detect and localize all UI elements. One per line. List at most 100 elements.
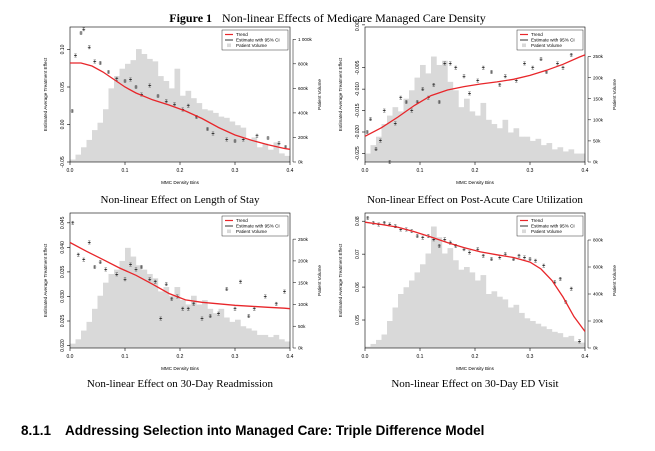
volume-bar xyxy=(464,98,470,162)
x-tick-label: 0.0 xyxy=(67,354,74,360)
estimate-point xyxy=(225,287,229,291)
y2-tick-label: 50k xyxy=(298,324,306,329)
estimate-point xyxy=(255,133,259,138)
x-axis: 0.0 0.1 0.2 0.3 0.4 MMC Density Bins xyxy=(67,162,294,185)
legend-box xyxy=(516,215,584,237)
volume-bar xyxy=(130,60,137,162)
volume-bar xyxy=(579,153,586,162)
volume-bar xyxy=(284,155,291,162)
estimate-point xyxy=(98,260,102,264)
y-tick-label: 0.030 xyxy=(60,290,66,303)
y-axis-label: Estimated Average Treatment Effect xyxy=(338,243,343,317)
estimate-point xyxy=(462,74,466,79)
estimate-point xyxy=(393,121,397,126)
volume-bar xyxy=(497,128,503,162)
x-tick-label: 0.2 xyxy=(177,354,184,360)
estimate-point xyxy=(134,267,138,272)
estimate-point xyxy=(164,99,168,104)
volume-bar xyxy=(370,145,377,162)
y2-tick-label: 0k xyxy=(593,346,599,351)
volume-bar xyxy=(414,77,421,162)
estimate-point xyxy=(186,306,190,311)
volume-bar xyxy=(191,295,197,348)
x-tick-label: 0.4 xyxy=(582,354,589,360)
estimate-point xyxy=(115,76,119,81)
volume-bar xyxy=(392,107,399,162)
x-tick-label: 0.3 xyxy=(527,354,534,360)
y-tick-label: 0.10 xyxy=(60,44,66,54)
volume-bar xyxy=(240,326,247,348)
estimate-point xyxy=(490,70,493,74)
volume-bar xyxy=(524,136,531,162)
estimate-point xyxy=(164,282,168,287)
y-axis-right: 0k 200k 400k 600k 800k 1 000k Patient Volume xyxy=(292,37,322,165)
legend-volume-swatch xyxy=(522,43,526,48)
volume-bar xyxy=(376,136,382,162)
volume-bar xyxy=(568,335,575,348)
y2-tick-label: 250k xyxy=(298,237,309,242)
volume-bar xyxy=(174,68,181,162)
legend-volume-label: Patient Volume xyxy=(236,229,267,234)
y-tick-label: 0.05 xyxy=(60,82,66,92)
y2-tick-label: 50k xyxy=(593,139,601,144)
y-axis-label: Estimated Average Treatment Effect xyxy=(43,243,48,317)
y-tick-label: 0.00 xyxy=(60,119,66,129)
y2-tick-label: 600k xyxy=(593,265,604,270)
estimate-point xyxy=(217,311,220,316)
estimate-point xyxy=(498,255,502,260)
legend-ci-label: Estimate with 95% CI xyxy=(236,224,280,229)
estimate-point xyxy=(76,252,80,257)
x-tick-label: 0.0 xyxy=(362,354,369,360)
estimate-point xyxy=(379,138,382,143)
volume-bar xyxy=(519,136,525,162)
estimate-points xyxy=(71,220,286,321)
estimate-point xyxy=(421,235,425,240)
volume-bar xyxy=(546,329,553,348)
volume-bar xyxy=(218,116,225,162)
x-tick-label: 0.4 xyxy=(287,168,294,174)
chart-panel-length-of-stay: -0.05 0.00 0.05 0.10 Estimated Average Treat… xyxy=(40,22,322,212)
volume-bar xyxy=(141,269,148,348)
estimate-point xyxy=(200,316,204,321)
volume-bar xyxy=(535,138,542,162)
volume-bar xyxy=(425,253,432,348)
estimate-point xyxy=(561,65,565,70)
panel-caption: Non-linear Effect on 30-Day ED Visit xyxy=(391,378,559,390)
trend-line xyxy=(69,241,291,310)
volume-bar xyxy=(169,88,175,162)
x-tick-label: 0.2 xyxy=(472,354,479,360)
volume-bar xyxy=(246,139,252,162)
x-tick-label: 0.4 xyxy=(287,354,294,360)
estimate-point xyxy=(93,59,97,64)
estimate-point xyxy=(79,31,83,35)
y2-axis-label: Patient Volume xyxy=(612,79,617,110)
estimate-point xyxy=(123,277,127,282)
y-tick-label: 0.020 xyxy=(60,339,66,352)
chart-ed-visit: 0.05 0.06 0.07 0.08 Estimated Average Treatm… xyxy=(338,212,617,371)
estimate-point xyxy=(404,100,408,104)
estimate-point xyxy=(233,139,237,143)
y2-axis-label: Patient Volume xyxy=(317,79,322,110)
volume-bar xyxy=(469,272,476,348)
volume-bar xyxy=(108,88,115,162)
estimate-point xyxy=(206,127,209,131)
volume-bar xyxy=(508,307,514,348)
volume-bar xyxy=(235,319,241,348)
estimate-point xyxy=(365,130,369,134)
volume-bar xyxy=(152,61,159,163)
volume-bar xyxy=(563,337,569,348)
volume-bar xyxy=(486,294,492,348)
estimate-point xyxy=(454,65,458,70)
volume-bar xyxy=(497,296,503,348)
volume-bar xyxy=(92,130,98,162)
volume-bar xyxy=(86,139,93,162)
volume-bar xyxy=(125,63,131,163)
volume-bar xyxy=(70,159,76,162)
volume-bar xyxy=(103,109,109,162)
volume-bar xyxy=(279,153,285,162)
volume-bar xyxy=(480,102,487,162)
volume-bar xyxy=(125,247,131,348)
estimate-point xyxy=(104,267,108,272)
estimate-point xyxy=(266,136,270,140)
